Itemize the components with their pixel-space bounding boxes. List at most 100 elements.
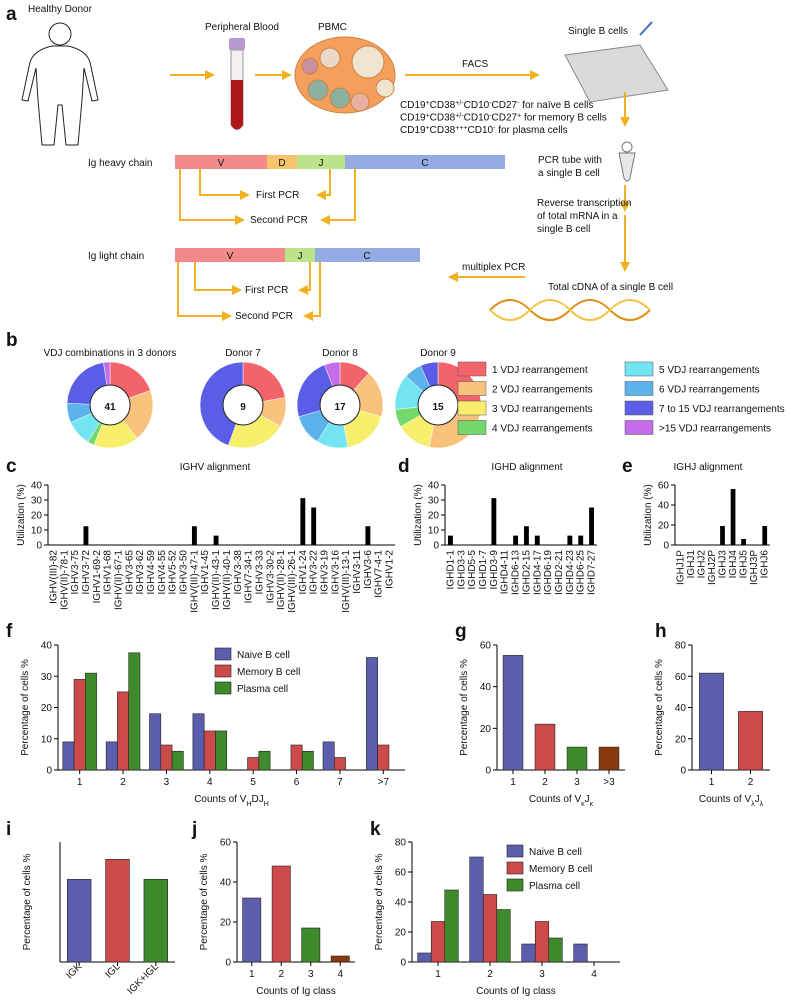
x-tick-label: 1: [249, 969, 255, 980]
text-part: CD27: [492, 113, 518, 124]
bar: [66, 879, 92, 963]
bar: [73, 679, 86, 771]
primer-arrow: [316, 169, 331, 200]
x-tick-label: IGHV1-2: [385, 550, 396, 589]
x-tick-label: >7: [378, 777, 390, 788]
text-part: CD10: [464, 113, 490, 124]
y-tick-label: 60: [395, 868, 407, 879]
panel-letter: e: [622, 456, 633, 477]
text-part: H: [264, 801, 269, 808]
y-tick-label: 20: [428, 511, 440, 522]
legend-swatch: [506, 844, 524, 858]
x-tick-label: IGHJ3: [718, 550, 729, 579]
x-tick-label: IGHV3-62: [135, 550, 146, 595]
x-tick-label: IGHV3-50: [179, 550, 190, 595]
y-tick-label: 40: [428, 481, 440, 492]
y-tick-label: 40: [675, 703, 687, 714]
bar: [578, 535, 584, 545]
text-part: CD38: [430, 125, 456, 136]
x-tick-label: IGHD6-19: [543, 550, 554, 595]
donut-total: 17: [334, 402, 346, 413]
legend-swatch: [457, 381, 487, 396]
bar: [62, 741, 75, 771]
segment: [175, 248, 285, 262]
x-tick-label: 3: [164, 777, 170, 788]
text-part: CD38: [430, 100, 456, 111]
x-tick-label: IGHJ4: [728, 550, 739, 579]
y-tick-label: 20: [41, 703, 53, 714]
bar: [598, 746, 620, 771]
text-part: λ: [760, 801, 764, 808]
text-part: CD10: [464, 100, 490, 111]
donut-hole: [222, 384, 264, 426]
text-part: CD19: [400, 125, 426, 136]
primer-arrow: [199, 169, 250, 200]
x-tick-label: IGHV7-4-1: [374, 550, 385, 598]
segment-label: J: [319, 158, 324, 169]
bar: [191, 526, 197, 545]
y-tick-label: 60: [220, 838, 232, 849]
segment-label: V: [218, 158, 225, 169]
x-tick-label: 7: [337, 777, 343, 788]
bar: [128, 652, 141, 771]
y-tick-label: 60: [658, 481, 670, 492]
x-tick-label: IGHV4-55: [157, 550, 168, 595]
bar: [242, 897, 262, 963]
bar: [482, 894, 498, 963]
x-tick-label: IGHD1-7: [478, 550, 489, 590]
bar: [333, 757, 346, 771]
legend-swatch: [214, 681, 232, 695]
marker-line: CD19+CD38+++CD10- for plasma cells: [400, 125, 568, 137]
x-tick-label: IGHD5-5: [467, 550, 478, 590]
primer-arrow: [177, 262, 232, 321]
text-part: -: [489, 112, 492, 119]
legend-label: 4 VDJ rearrangements: [492, 424, 593, 435]
legend-label: 6 VDJ rearrangements: [659, 385, 760, 396]
x-tick-label: IGHV3-22: [309, 550, 320, 595]
y-tick-label: 0: [680, 766, 686, 777]
y-tick-label: 40: [220, 878, 232, 889]
text-part: κ: [590, 801, 594, 808]
text-part: +: [426, 100, 430, 107]
bar: [496, 909, 511, 963]
legend-swatch: [457, 361, 487, 377]
bar: [534, 535, 540, 545]
legend-label: >15 VDJ rearrangements: [659, 424, 771, 435]
bar: [105, 741, 118, 771]
y-tick-label: 0: [400, 958, 406, 969]
pbmc-cells: [294, 36, 396, 114]
bar: [330, 955, 350, 963]
label: Healthy Donor: [28, 4, 93, 15]
label: of total mRNA in a: [537, 211, 618, 222]
donut-total: 41: [104, 402, 116, 413]
label: Second PCR: [250, 215, 308, 226]
x-tick-label: IGHV1-68: [103, 550, 114, 595]
x-tick-label: 3: [539, 969, 545, 980]
legend-label: Memory B cell: [529, 864, 592, 875]
y-axis-label: Utilization (%): [16, 484, 27, 546]
x-tick-label: IGHV(II)-67-1: [113, 550, 124, 610]
ring-title: Donor 9: [420, 348, 456, 359]
legend-swatch: [624, 361, 654, 377]
text-part: +: [517, 112, 521, 119]
panel-letter: f: [6, 621, 13, 642]
x-tick-label: IGHV4-59: [146, 550, 157, 595]
segment-label: V: [227, 251, 234, 262]
x-tick-label: IGHV(III)-26-1: [287, 550, 298, 613]
x-tick-label: IGHV3-11: [352, 550, 363, 594]
panel-letter: b: [6, 330, 18, 351]
chart-title: IGHJ alignment: [674, 462, 743, 473]
y-tick-label: 30: [41, 672, 53, 683]
x-tick-label: 4: [591, 969, 597, 980]
text-part: CD38: [430, 113, 456, 124]
y-axis-label: Percentage of cells %: [22, 854, 33, 951]
blood-tube: [229, 38, 245, 130]
segment: [297, 155, 345, 169]
label: multiplex PCR: [462, 262, 525, 273]
bar: [502, 655, 524, 771]
label: Reverse transcription: [537, 198, 631, 209]
legend-swatch: [457, 400, 487, 416]
label: PBMC: [318, 22, 347, 33]
legend-swatch: [624, 420, 654, 435]
